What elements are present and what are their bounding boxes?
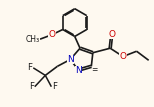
- Text: =: =: [91, 65, 98, 74]
- Text: CH₃: CH₃: [25, 35, 39, 44]
- Text: O: O: [108, 30, 115, 39]
- Text: F: F: [28, 63, 32, 72]
- Text: N: N: [67, 55, 74, 64]
- Text: N: N: [75, 66, 82, 75]
- Text: F: F: [52, 82, 57, 91]
- Text: O: O: [49, 30, 56, 39]
- Text: O: O: [120, 52, 127, 61]
- Text: F: F: [29, 82, 34, 91]
